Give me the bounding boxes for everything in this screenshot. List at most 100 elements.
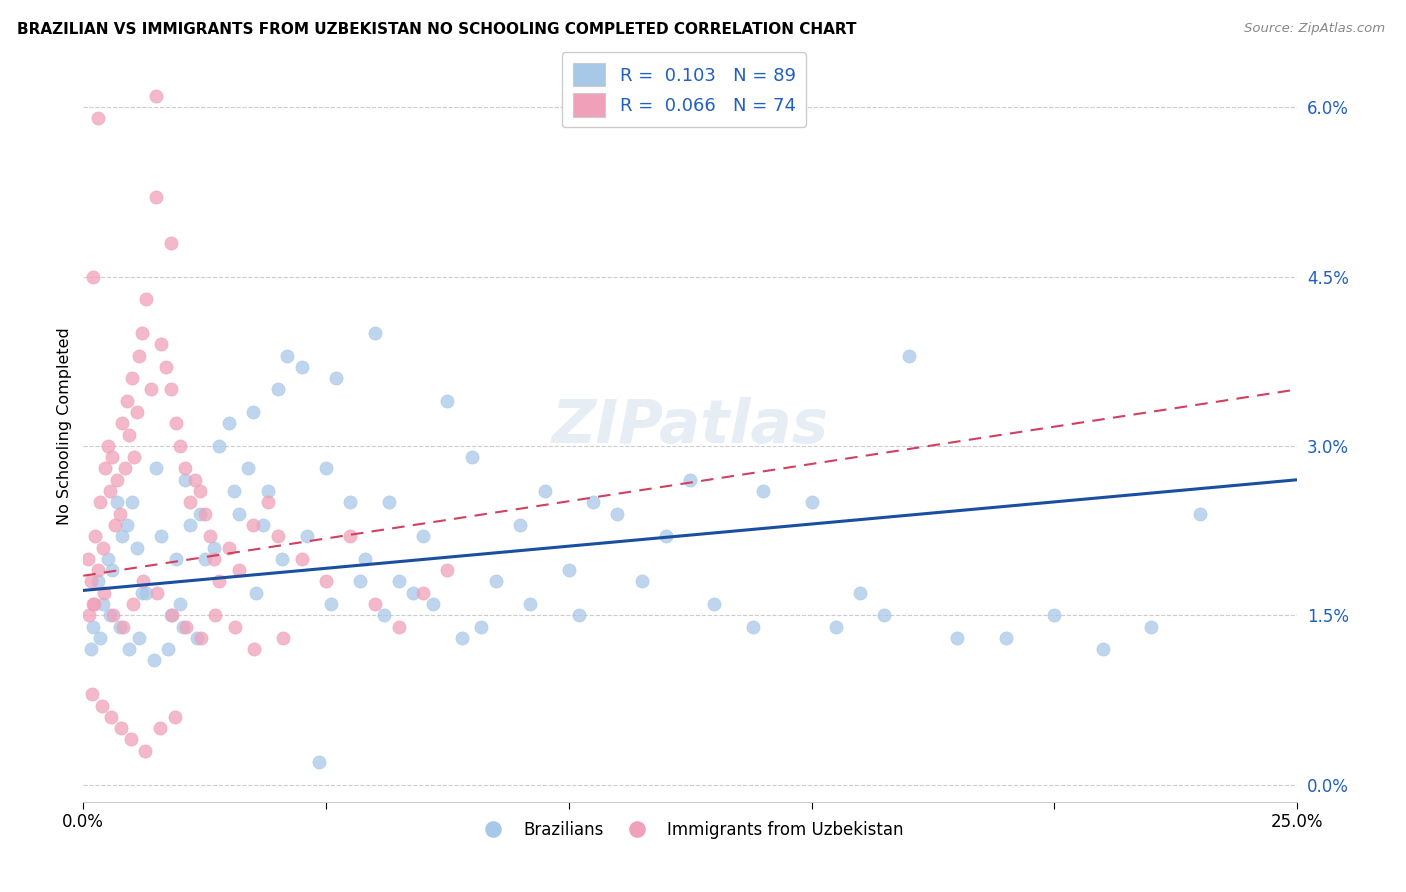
Point <box>82 269 104 284</box>
Point <box>83 597 105 611</box>
Point <box>172 619 194 633</box>
Point <box>373 608 395 623</box>
Point <box>131 326 153 340</box>
Point <box>873 608 896 623</box>
Point <box>567 608 589 623</box>
Point <box>165 417 187 431</box>
Point <box>558 563 581 577</box>
Point <box>242 405 264 419</box>
Point <box>84 529 107 543</box>
Point <box>276 349 298 363</box>
Point <box>98 484 121 499</box>
Point <box>742 619 765 633</box>
Point <box>121 371 143 385</box>
Point <box>174 461 197 475</box>
Point <box>194 507 217 521</box>
Point <box>118 427 141 442</box>
Point <box>412 529 434 543</box>
Point <box>188 507 211 521</box>
Point <box>108 507 131 521</box>
Point <box>204 608 226 623</box>
Point <box>256 484 278 499</box>
Point <box>388 619 411 633</box>
Point <box>149 721 172 735</box>
Point <box>824 619 846 633</box>
Point <box>179 495 201 509</box>
Point <box>98 608 121 623</box>
Point <box>165 551 187 566</box>
Point <box>87 563 110 577</box>
Point <box>186 631 208 645</box>
Point <box>149 529 172 543</box>
Point <box>291 551 314 566</box>
Point <box>77 551 100 566</box>
Point <box>94 461 117 475</box>
Point <box>145 461 167 475</box>
Point <box>89 631 111 645</box>
Point <box>80 687 103 701</box>
Point <box>87 112 110 126</box>
Point <box>82 597 104 611</box>
Point <box>703 597 725 611</box>
Point <box>533 484 555 499</box>
Point <box>946 631 969 645</box>
Point <box>1140 619 1163 633</box>
Point <box>402 585 425 599</box>
Text: BRAZILIAN VS IMMIGRANTS FROM UZBEKISTAN NO SCHOOLING COMPLETED CORRELATION CHART: BRAZILIAN VS IMMIGRANTS FROM UZBEKISTAN … <box>17 22 856 37</box>
Point <box>97 551 120 566</box>
Point <box>121 597 143 611</box>
Point <box>222 484 245 499</box>
Point <box>108 619 131 633</box>
Point <box>125 405 148 419</box>
Legend: Brazilians, Immigrants from Uzbekistan: Brazilians, Immigrants from Uzbekistan <box>470 814 910 846</box>
Point <box>202 541 225 555</box>
Point <box>112 619 135 633</box>
Point <box>388 574 411 589</box>
Point <box>90 698 112 713</box>
Point <box>120 732 142 747</box>
Point <box>101 563 124 577</box>
Point <box>79 642 101 657</box>
Point <box>146 585 169 599</box>
Point <box>169 439 191 453</box>
Point <box>308 755 330 769</box>
Point <box>93 585 115 599</box>
Point <box>363 597 385 611</box>
Point <box>169 597 191 611</box>
Point <box>82 619 104 633</box>
Point <box>291 359 314 374</box>
Point <box>190 631 212 645</box>
Point <box>460 450 482 465</box>
Point <box>485 574 508 589</box>
Point <box>218 417 240 431</box>
Point <box>319 597 342 611</box>
Point <box>436 563 458 577</box>
Point <box>202 551 225 566</box>
Point <box>325 371 347 385</box>
Point <box>315 461 337 475</box>
Point <box>103 608 125 623</box>
Point <box>266 529 288 543</box>
Point <box>238 461 260 475</box>
Point <box>509 517 531 532</box>
Point <box>131 574 153 589</box>
Point <box>378 495 401 509</box>
Point <box>198 529 221 543</box>
Point <box>100 710 122 724</box>
Point <box>115 393 138 408</box>
Point <box>451 631 474 645</box>
Point <box>752 484 775 499</box>
Point <box>174 619 197 633</box>
Point <box>271 551 294 566</box>
Point <box>245 585 267 599</box>
Point <box>89 495 111 509</box>
Point <box>228 507 250 521</box>
Point <box>242 517 264 532</box>
Point <box>470 619 492 633</box>
Point <box>159 608 181 623</box>
Point <box>339 529 361 543</box>
Point <box>208 439 231 453</box>
Point <box>101 450 124 465</box>
Point <box>142 653 165 667</box>
Point <box>582 495 605 509</box>
